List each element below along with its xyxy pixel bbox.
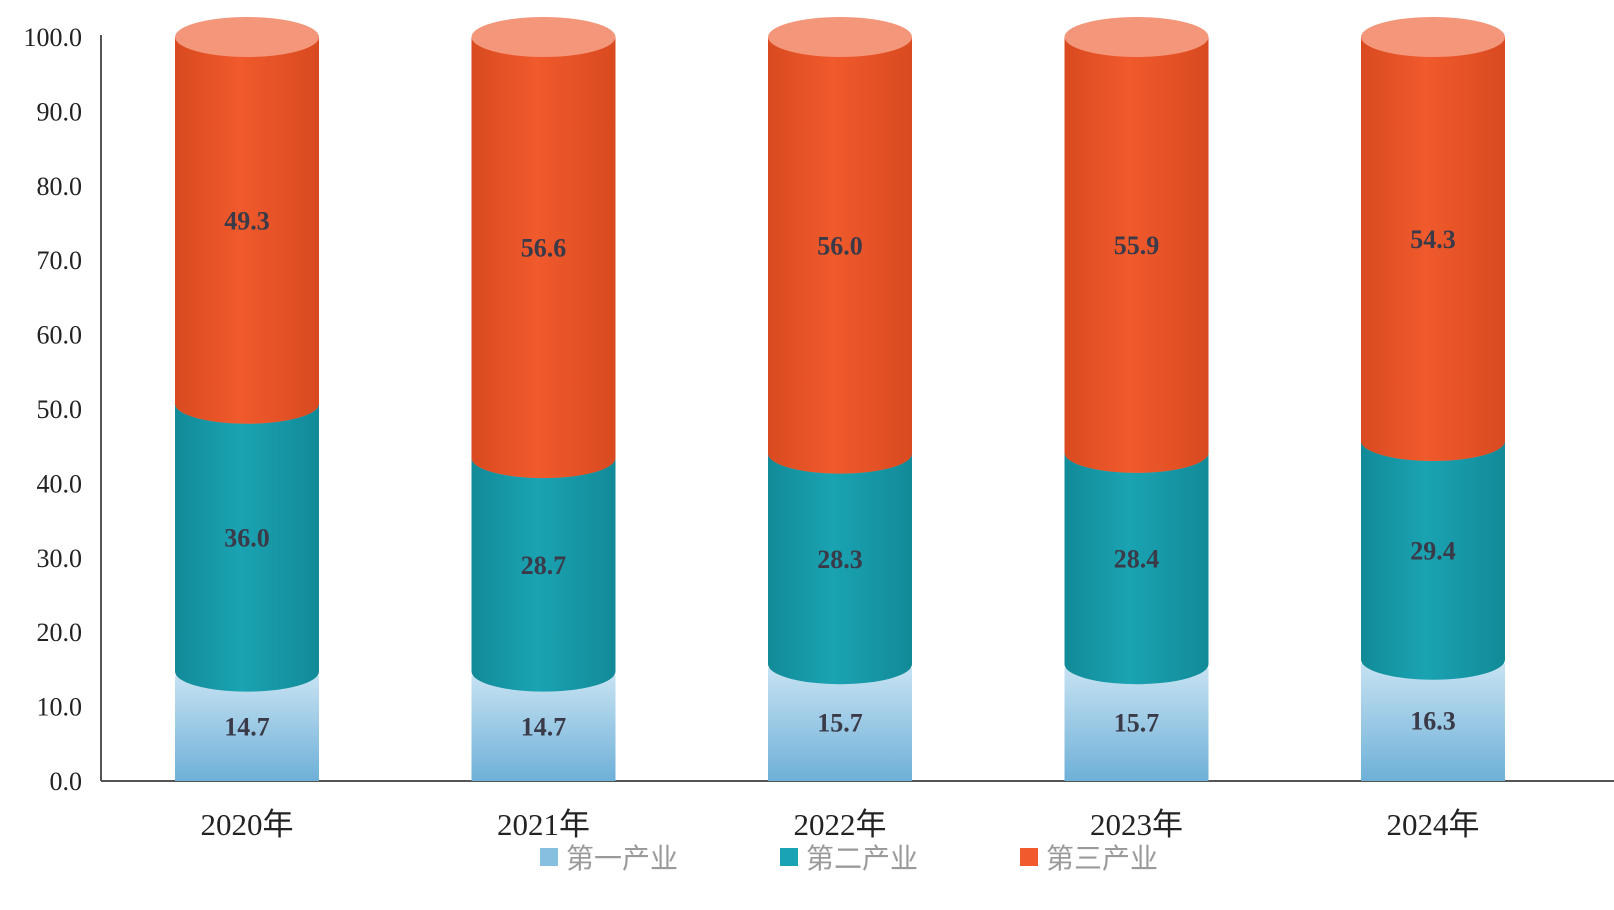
data-label: 15.7 bbox=[817, 709, 863, 738]
legend-swatch bbox=[540, 848, 558, 866]
x-tick-label: 2024年 bbox=[1387, 807, 1480, 842]
bar bbox=[768, 668, 912, 781]
x-tick-label: 2020年 bbox=[201, 807, 294, 842]
bar bbox=[175, 403, 319, 692]
y-tick-label: 60.0 bbox=[37, 321, 83, 350]
legend-label: 第一产业 bbox=[566, 843, 678, 875]
data-label: 28.7 bbox=[521, 551, 567, 580]
bar bbox=[768, 37, 912, 474]
y-tick-label: 70.0 bbox=[37, 246, 83, 275]
bar-segment bbox=[1064, 668, 1209, 781]
x-tick-label: 2021年 bbox=[497, 807, 590, 842]
bar-segment bbox=[471, 675, 616, 781]
axes: 0.0 10.0 20.0 30.0 40.0 50.0 60.0 70.0 80.0 90.0 1… bbox=[24, 23, 1614, 842]
bar bbox=[175, 37, 319, 424]
bar-segment bbox=[1361, 663, 1505, 781]
bar bbox=[1361, 440, 1505, 680]
y-tick-label: 80.0 bbox=[37, 172, 83, 201]
bar-segment bbox=[768, 668, 912, 781]
data-label: 56.6 bbox=[521, 234, 567, 263]
y-tick-label: 40.0 bbox=[37, 469, 83, 498]
data-label: 56.0 bbox=[817, 231, 863, 260]
data-label: 28.3 bbox=[817, 545, 863, 574]
data-label: 36.0 bbox=[224, 524, 270, 553]
y-tick-label: 100.0 bbox=[24, 23, 83, 52]
bar-segment bbox=[1064, 17, 1209, 473]
data-label: 15.7 bbox=[1114, 709, 1160, 738]
data-label: 49.3 bbox=[224, 206, 270, 235]
bar-segment bbox=[175, 675, 319, 781]
bar bbox=[1064, 452, 1209, 685]
bar bbox=[471, 458, 616, 692]
bar-segment bbox=[175, 17, 319, 424]
bar-segment bbox=[471, 17, 616, 479]
bar bbox=[768, 453, 912, 685]
legend-swatch bbox=[780, 848, 798, 866]
y-tick-label: 50.0 bbox=[37, 395, 83, 424]
bar-top bbox=[1064, 17, 1209, 57]
bar-segment bbox=[1361, 17, 1505, 461]
bar-segment bbox=[768, 17, 912, 474]
legend-label: 第二产业 bbox=[806, 843, 918, 875]
bar bbox=[471, 37, 616, 479]
data-label: 54.3 bbox=[1410, 225, 1456, 254]
y-tick-label: 20.0 bbox=[37, 618, 83, 647]
legend-swatch bbox=[1020, 848, 1038, 866]
legend-label: 第三产业 bbox=[1046, 843, 1158, 875]
x-tick-label: 2022年 bbox=[794, 807, 887, 842]
y-tick-label: 30.0 bbox=[37, 544, 83, 573]
bar-top bbox=[175, 17, 319, 57]
legend-item: 第三产业 bbox=[1020, 843, 1158, 875]
data-label: 28.4 bbox=[1114, 545, 1160, 574]
legend: 第一产业 第二产业 第三产业 bbox=[540, 843, 1158, 875]
bar bbox=[175, 675, 319, 781]
legend-item: 第二产业 bbox=[780, 843, 918, 875]
data-labels: 14.7 36.0 49.3 14.7 28.7 56.6 15.7 28.3 56.0 15.7… bbox=[224, 206, 1456, 741]
data-label: 14.7 bbox=[521, 712, 567, 741]
bar bbox=[471, 675, 616, 781]
bar-top bbox=[1361, 17, 1505, 57]
data-label: 14.7 bbox=[224, 712, 270, 741]
bar bbox=[1361, 663, 1505, 781]
bar bbox=[1064, 37, 1209, 473]
bar bbox=[1361, 37, 1505, 461]
bars bbox=[175, 17, 1505, 781]
y-tick-label: 90.0 bbox=[37, 97, 83, 126]
y-tick-label: 10.0 bbox=[37, 693, 83, 722]
x-tick-label: 2023年 bbox=[1090, 807, 1183, 842]
bar-top bbox=[768, 17, 912, 57]
bar-top bbox=[471, 17, 616, 57]
data-label: 16.3 bbox=[1410, 706, 1456, 735]
bar bbox=[1064, 668, 1209, 781]
legend-item: 第一产业 bbox=[540, 843, 678, 875]
y-tick-label: 0.0 bbox=[50, 767, 83, 796]
data-label: 29.4 bbox=[1410, 536, 1456, 565]
data-label: 55.9 bbox=[1114, 231, 1160, 260]
